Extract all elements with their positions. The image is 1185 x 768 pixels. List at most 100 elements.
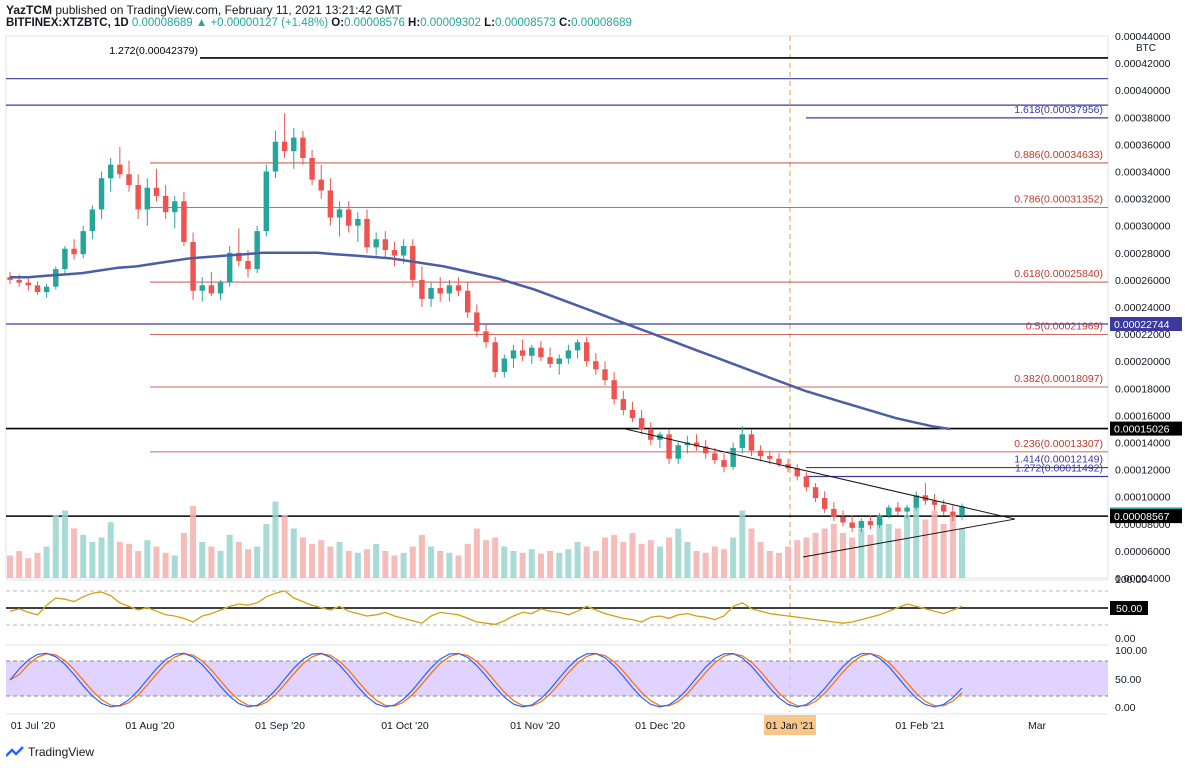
candle-body xyxy=(318,179,324,191)
close-value: 0.00008689 xyxy=(571,17,632,29)
volume-bar xyxy=(473,528,480,578)
volume-bar xyxy=(400,552,407,578)
candle-body xyxy=(107,164,114,179)
tradingview-logo-icon xyxy=(5,746,24,758)
volume-bar xyxy=(235,542,242,578)
volume-bar xyxy=(785,546,792,578)
low-label: L: xyxy=(484,17,496,29)
symbol-label[interactable]: BITFINEX:XTZBTC, 1D xyxy=(6,17,129,29)
volume-bar xyxy=(199,542,206,578)
volume-bar xyxy=(318,540,325,578)
candle-body xyxy=(400,246,407,256)
candle-body xyxy=(464,290,471,313)
candle-body xyxy=(300,137,306,158)
stoch-tick-label: 100.00 xyxy=(1115,645,1147,657)
candle-body xyxy=(474,312,480,332)
candle-body xyxy=(236,252,242,261)
volume-bar xyxy=(666,537,673,578)
candle-body xyxy=(272,141,279,172)
candle-body xyxy=(80,231,86,255)
price-tag xyxy=(1110,509,1182,524)
candle-body xyxy=(867,521,874,526)
volume-bar xyxy=(931,510,938,578)
volume-bar xyxy=(885,524,892,578)
volume-bar xyxy=(34,552,41,578)
volume-bar xyxy=(80,534,87,578)
currency-unit-label: BTC xyxy=(1136,43,1156,54)
candle-body xyxy=(25,282,32,286)
volume-bar xyxy=(391,555,398,578)
volume-bar xyxy=(757,542,764,578)
candle-body xyxy=(291,137,297,152)
candle-body xyxy=(217,282,224,294)
candle-body xyxy=(144,187,151,210)
y-tick-label: 0.00006000 xyxy=(1115,546,1171,558)
volume-bar xyxy=(803,537,810,578)
level-label: 0.886(0.00034633) xyxy=(1014,149,1103,161)
volume-bar xyxy=(574,542,581,578)
publisher-line: YazTCM published on TradingView.com, Feb… xyxy=(6,3,402,17)
candle-body xyxy=(666,434,672,459)
volume-bar xyxy=(583,546,590,578)
volume-bar xyxy=(418,534,425,578)
candle-body xyxy=(263,171,270,232)
volume-bar xyxy=(281,515,288,578)
candle-body xyxy=(345,209,352,226)
candle-body xyxy=(565,350,572,359)
volume-bar xyxy=(354,552,361,578)
candle-body xyxy=(98,178,105,210)
candle-body xyxy=(876,515,883,526)
symbol-legend: BITFINEX:XTZBTC, 1D 0.00008689 ▲ +0.0000… xyxy=(6,17,632,29)
volume-bar xyxy=(455,555,462,578)
candle-body xyxy=(629,409,636,419)
candle-body xyxy=(574,342,581,351)
upper-trendline xyxy=(624,428,1016,520)
candle-body xyxy=(757,450,764,457)
candle-body xyxy=(172,201,178,213)
y-tick-label: 0.00038000 xyxy=(1115,112,1171,124)
last-price: 0.00008689 xyxy=(131,17,193,29)
y-tick-label: 0.00014000 xyxy=(1115,438,1171,450)
x-tick-label: 01 Nov '20 xyxy=(510,720,560,732)
candle-body xyxy=(959,506,965,516)
x-tick-highlight xyxy=(764,715,816,735)
tradingview-brand: TradingView xyxy=(28,745,95,759)
tradingview-footer[interactable]: TradingView xyxy=(5,745,95,759)
volume-bar xyxy=(446,552,453,578)
volume-bar xyxy=(107,522,114,578)
candle-body xyxy=(373,239,379,248)
candle-body xyxy=(117,164,123,175)
candle-body xyxy=(767,456,773,459)
volume-bar xyxy=(299,537,306,578)
candle-body xyxy=(538,347,544,358)
candle-body xyxy=(483,331,489,343)
volume-bar xyxy=(254,546,261,578)
volume-bar xyxy=(922,519,929,578)
candle-body xyxy=(529,347,535,356)
level-label: 0.382(0.00018097) xyxy=(1014,373,1103,385)
volume-bar xyxy=(702,552,709,578)
candle-body xyxy=(428,288,434,299)
candle-body xyxy=(71,248,77,255)
y-tick-label: 0.00010000 xyxy=(1115,492,1171,504)
volume-bar xyxy=(547,551,554,578)
y-tick-label: 0.00044000 xyxy=(1115,31,1171,43)
candle-body xyxy=(904,507,910,512)
y-tick-label: 0.00026000 xyxy=(1115,275,1171,287)
publish-info: published on TradingView.com, February 1… xyxy=(55,3,402,17)
candle-body xyxy=(776,458,782,465)
stoch-tick-label: 0.00 xyxy=(1115,702,1136,714)
candle-body xyxy=(53,269,59,287)
candle-body xyxy=(931,500,938,505)
open-label: O: xyxy=(331,17,345,29)
candle-body xyxy=(34,285,41,293)
publisher-name[interactable]: YazTCM xyxy=(6,3,53,17)
level-label: 0.236(0.00013307) xyxy=(1014,438,1103,450)
ma200-line xyxy=(10,251,951,431)
y-tick-label: 0.00034000 xyxy=(1115,167,1171,179)
volume-bar xyxy=(61,510,68,578)
volume-bar xyxy=(272,501,279,578)
candle-body xyxy=(501,358,508,373)
y-tick-label: 0.00022000 xyxy=(1115,329,1171,341)
